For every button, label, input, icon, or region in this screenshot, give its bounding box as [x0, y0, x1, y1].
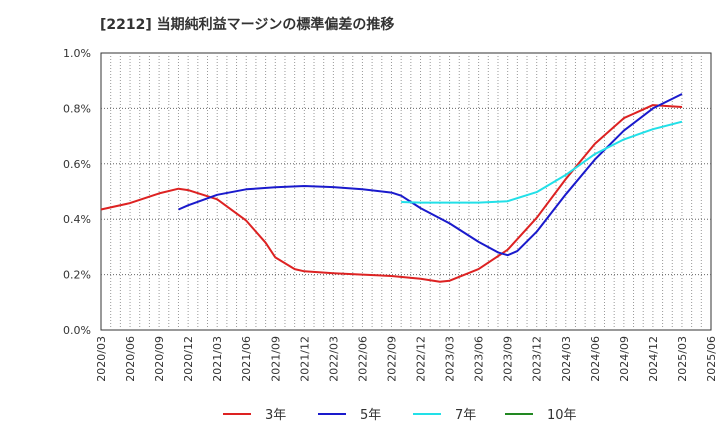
x-tick-label: 2022/12 [415, 336, 428, 382]
x-tick-label: 2024/06 [589, 336, 602, 382]
x-tick-label: 2023/09 [502, 336, 515, 382]
y-tick-label: 1.0% [63, 47, 91, 60]
x-tick-label: 2025/03 [676, 336, 689, 382]
x-tick-label: 2020/03 [95, 336, 108, 382]
x-tick-label: 2020/09 [153, 336, 166, 382]
x-tick-label: 2023/06 [473, 336, 486, 382]
x-tick-label: 2021/03 [211, 336, 224, 382]
legend-label: 3年 [265, 408, 286, 423]
x-tick-label: 2023/03 [444, 336, 457, 382]
y-tick-label: 0.2% [63, 269, 91, 282]
series-line-7年 [401, 120, 683, 204]
series-line-3年 [100, 104, 683, 283]
series-line-5年 [178, 93, 683, 257]
x-tick-label: 2022/06 [356, 336, 369, 382]
axis-layer: 0.0% 0.2% 0.4% 0.6% 0.8% 1.0% 2020/03 2020/06 20… [63, 47, 718, 382]
x-tick-label: 2020/06 [124, 336, 137, 382]
x-tick-label: 2020/12 [182, 336, 195, 382]
y-tick-label: 0.4% [63, 213, 91, 226]
legend-label: 7年 [455, 408, 476, 423]
chart-title: [2212] 当期純利益マージンの標準偏差の推移 [100, 17, 395, 33]
x-tick-label: 2021/06 [240, 336, 253, 382]
x-tick-label: 2024/12 [647, 336, 660, 382]
y-tick-label: 0.8% [63, 102, 91, 115]
x-tick-label: 2025/06 [705, 336, 718, 382]
x-tick-label: 2022/03 [327, 336, 340, 382]
y-tick-label: 0.0% [63, 324, 91, 337]
series-layer [100, 93, 683, 283]
x-tick-label: 2023/12 [531, 336, 544, 382]
legend-label: 5年 [360, 408, 381, 423]
x-tick-label: 2024/03 [560, 336, 573, 382]
legend: 3年 5年 7年 10年 [223, 408, 577, 423]
x-tick-label: 2022/09 [385, 336, 398, 382]
y-tick-label: 0.6% [63, 158, 91, 171]
x-tick-label: 2021/09 [269, 336, 282, 382]
x-tick-label: 2024/09 [618, 336, 631, 382]
plot-frame [100, 52, 712, 331]
x-tick-label: 2021/12 [298, 336, 311, 382]
legend-label: 10年 [547, 408, 577, 423]
